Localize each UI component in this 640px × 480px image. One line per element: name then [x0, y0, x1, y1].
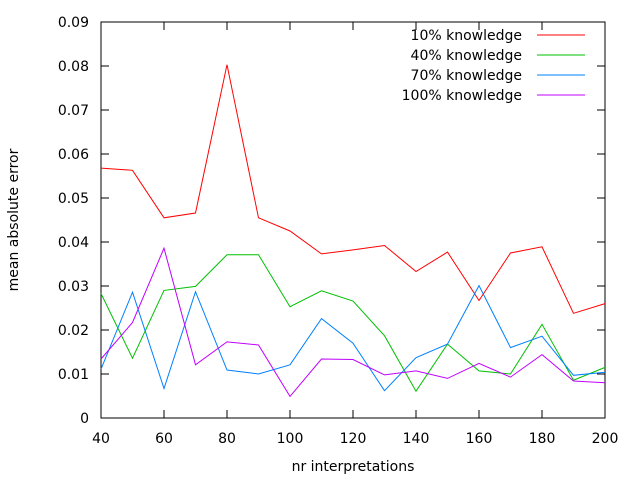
series-line-2	[100, 254, 606, 393]
y-tick-label: 0.03	[58, 279, 89, 295]
series-line-1	[100, 64, 606, 314]
y-tick-label: 0	[80, 411, 89, 427]
x-tick-label: 200	[592, 431, 619, 447]
y-tick-label: 0.09	[58, 15, 89, 31]
y-tick-label: 0.05	[58, 191, 89, 207]
legend: 10% knowledge 40% knowledge 70% knowledge 1…	[402, 28, 585, 104]
legend-label: 10% knowledge	[411, 28, 522, 44]
plot-frame	[100, 21, 606, 419]
x-tick-label: 60	[155, 431, 173, 447]
legend-label: 40% knowledge	[411, 48, 522, 64]
series-line-4	[100, 246, 606, 398]
y-tick-label: 0.08	[58, 59, 89, 75]
y-tick-label: 0.07	[58, 103, 89, 119]
x-tick-label: 120	[340, 431, 367, 447]
x-tick-label: 100	[277, 431, 304, 447]
x-tick-label: 40	[92, 431, 110, 447]
x-tick-label: 80	[218, 431, 236, 447]
ticks: 40 60 80 100 120 140 160 180 200 0 0.01 0.02 0.03 0.0…	[58, 15, 619, 447]
y-axis-label: mean absolute error	[6, 148, 22, 291]
series-lines	[100, 64, 606, 398]
y-tick-label: 0.02	[58, 323, 89, 339]
x-tick-label: 180	[529, 431, 556, 447]
y-tick-label: 0.01	[58, 367, 89, 383]
x-tick-label: 160	[466, 431, 493, 447]
legend-label: 70% knowledge	[411, 68, 522, 84]
legend-label: 100% knowledge	[402, 88, 522, 104]
y-tick-label: 0.04	[58, 235, 89, 251]
x-axis-label: nr interpretations	[292, 459, 415, 475]
x-tick-label: 140	[403, 431, 430, 447]
series-line-3	[100, 284, 606, 392]
y-tick-label: 0.06	[58, 147, 89, 163]
